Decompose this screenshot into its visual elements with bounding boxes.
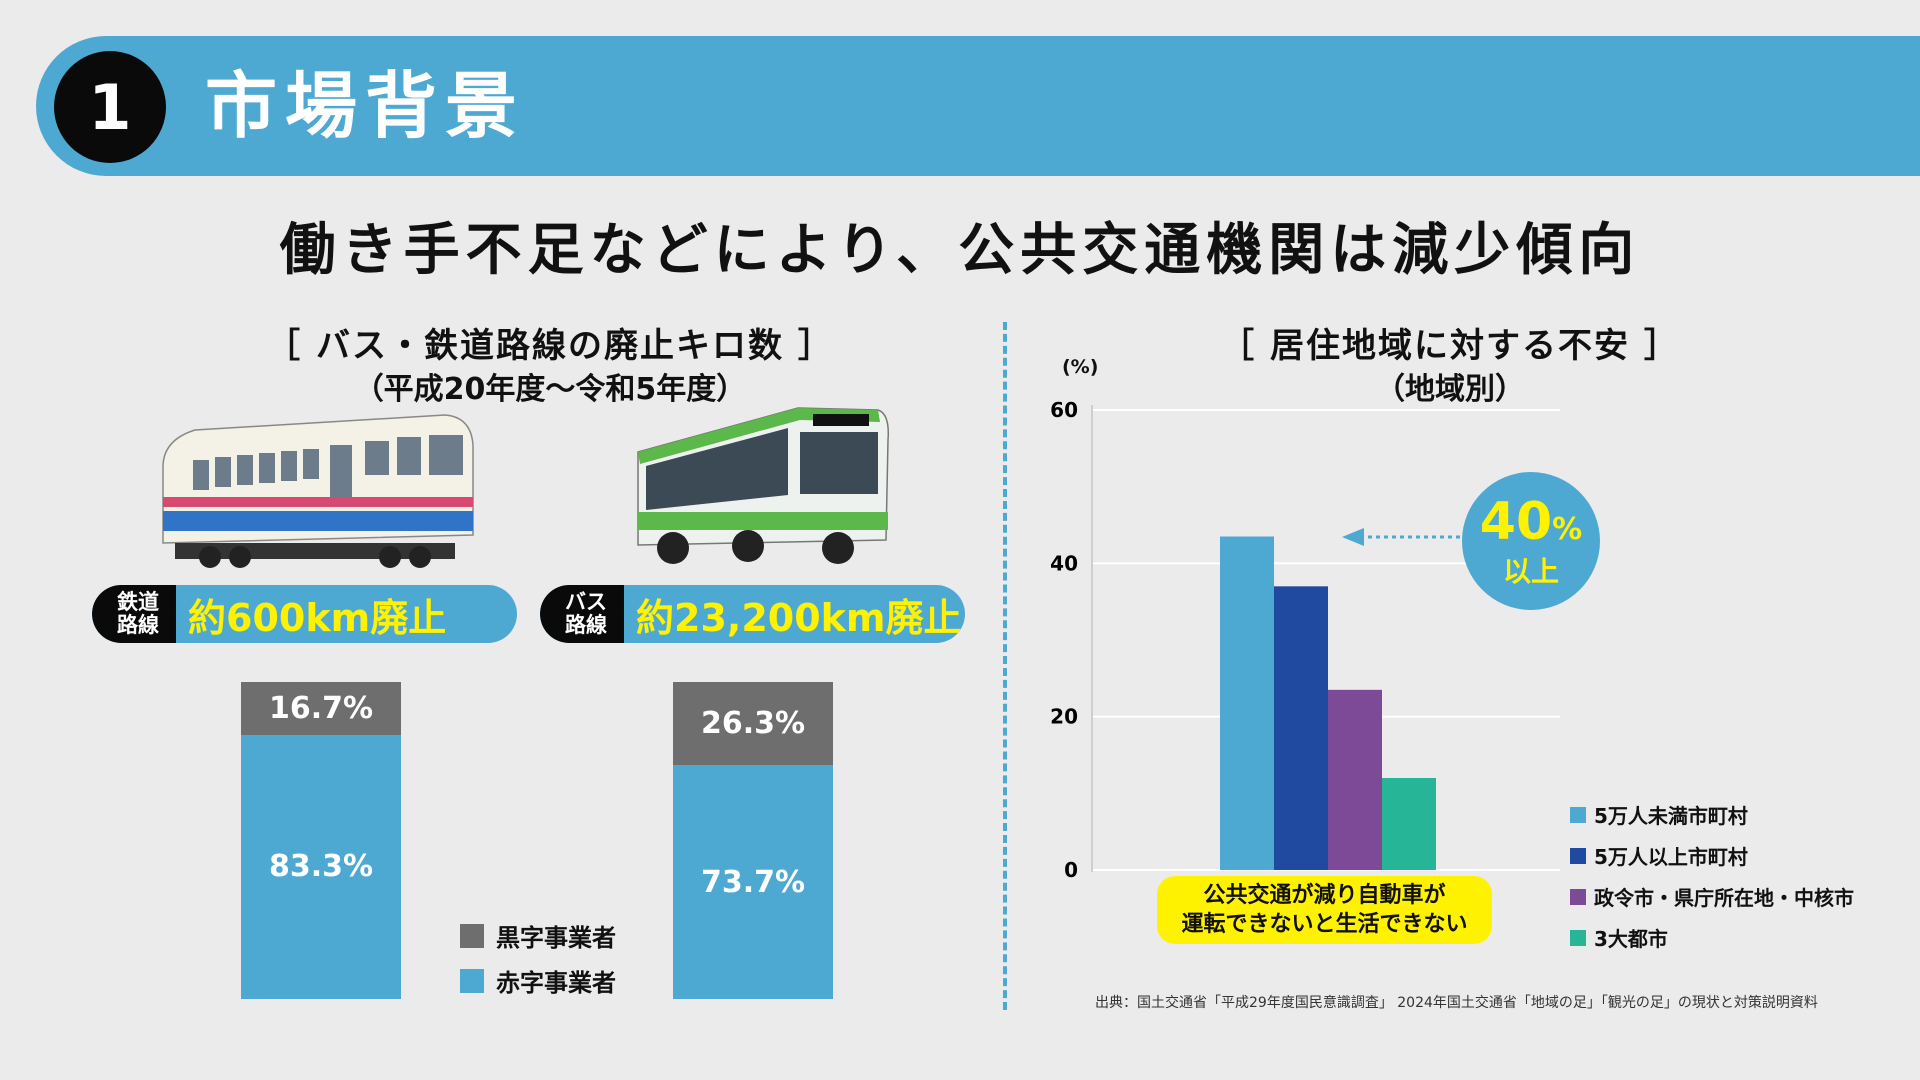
callout-arrow [1342, 528, 1460, 546]
right-legend-item-4: 3大都市 [1570, 923, 1854, 952]
right-legend-swatch-4 [1570, 929, 1586, 946]
category-note-box: 公共交通が減り自動車が 運転できないと生活できない [1157, 876, 1492, 944]
section-number-badge: 1 [54, 51, 166, 163]
rail-black-label: 16.7% [268, 690, 374, 726]
bus-label-line1: バス [565, 590, 607, 614]
rail-label: 鉄道 路線 [92, 585, 176, 643]
rail-label-line2: 路線 [117, 613, 159, 637]
legend-swatch-red [460, 968, 484, 993]
bus-abolished-value: 約23,200km廃止 [636, 595, 962, 640]
legend-label-red: 赤字事業者 [496, 969, 616, 997]
y-axis-label: (%) [1062, 356, 1098, 378]
legend-item-black: 黒字事業者 [460, 918, 616, 953]
callout-value: 40% [1480, 495, 1582, 557]
header-bar [36, 36, 1920, 176]
legend-label-black: 黒字事業者 [496, 924, 616, 952]
right-panel-title: ［ 居住地域に対する不安 ］ [1220, 326, 1680, 366]
note-line1: 公共交通が減り自動車が [1203, 883, 1446, 908]
right-legend-label-2: 5万人以上市町村 [1594, 845, 1748, 869]
rail-stacked-bar: 16.7% 83.3% [241, 682, 401, 999]
right-legend-swatch-1 [1570, 806, 1586, 823]
rail-black-segment: 16.7% [241, 682, 401, 735]
anxiety-bar-chart: (%) 0 20 40 60 [1050, 356, 1560, 880]
left-panel-subtitle: （平成20年度〜令和5年度） [353, 372, 747, 407]
forty-percent-callout: 40% 以上 [1462, 472, 1600, 610]
y-tick-40: 40 [1050, 551, 1078, 575]
callout-unit: % [1552, 512, 1583, 547]
callout-suffix: 以上 [1502, 555, 1559, 588]
bar-4 [1382, 778, 1436, 870]
panel-divider [1003, 322, 1007, 1010]
bus-label-line2: 路線 [565, 613, 607, 637]
y-tick-0: 0 [1064, 858, 1078, 880]
bus-black-label: 26.3% [700, 706, 806, 742]
train-image [162, 414, 474, 568]
bus-label: バス 路線 [540, 585, 624, 643]
y-tick-60: 60 [1050, 398, 1078, 422]
bus-image [637, 407, 890, 564]
bus-black-segment: 26.3% [673, 682, 833, 766]
bar-2 [1274, 586, 1328, 870]
rail-label-line1: 鉄道 [117, 590, 159, 614]
bus-red-label: 73.7% [700, 864, 806, 900]
right-panel-subtitle: （地域別） [1375, 372, 1525, 407]
right-legend-label-1: 5万人未満市町村 [1594, 804, 1748, 828]
headline: 働き手不足などにより、公共交通機関は減少傾向 [279, 218, 1641, 283]
right-legend-label-3: 政令市・県庁所在地・中核市 [1594, 886, 1854, 910]
rail-red-segment: 83.3% [241, 734, 401, 999]
left-legend: 黒字事業者 赤字事業者 [460, 918, 616, 998]
legend-swatch-black [460, 923, 484, 948]
rail-abolished-value: 約600km廃止 [188, 595, 447, 640]
right-legend: 5万人未満市町村 5万人以上市町村政令市・県庁所在地・中核市 3大都市 [1570, 800, 1854, 964]
right-legend-swatch-2 [1570, 847, 1586, 864]
bus-stacked-bar: 26.3% 73.7% [673, 682, 833, 999]
right-legend-item-3: 政令市・県庁所在地・中核市 [1570, 882, 1854, 911]
bar-1 [1220, 536, 1274, 870]
right-legend-swatch-3 [1570, 888, 1586, 905]
right-legend-item-1: 5万人未満市町村 [1570, 800, 1854, 829]
right-legend-item-2: 5万人以上市町村 [1570, 841, 1854, 870]
bus-red-segment: 73.7% [673, 765, 833, 999]
right-legend-label-4: 3大都市 [1594, 927, 1668, 951]
y-tick-20: 20 [1050, 705, 1078, 729]
rail-red-label: 83.3% [268, 849, 374, 885]
bus-abolished-pill: バス 路線 約23,200km廃止 [540, 585, 965, 643]
legend-item-red: 赤字事業者 [460, 963, 616, 998]
callout-number: 40 [1479, 492, 1553, 552]
note-line2: 運転できないと生活できない [1181, 912, 1468, 937]
rail-abolished-pill: 鉄道 路線 約600km廃止 [92, 585, 517, 643]
section-title: 市場背景 [205, 64, 526, 148]
left-panel-title: ［ バス・鉄道路線の廃止キロ数 ］ [266, 326, 834, 366]
bar-3 [1328, 689, 1382, 870]
source-citation: 出典：国土交通省「平成29年度国民意識調査」 2024年国土交通省「地域の足」「… [1095, 995, 1818, 1011]
